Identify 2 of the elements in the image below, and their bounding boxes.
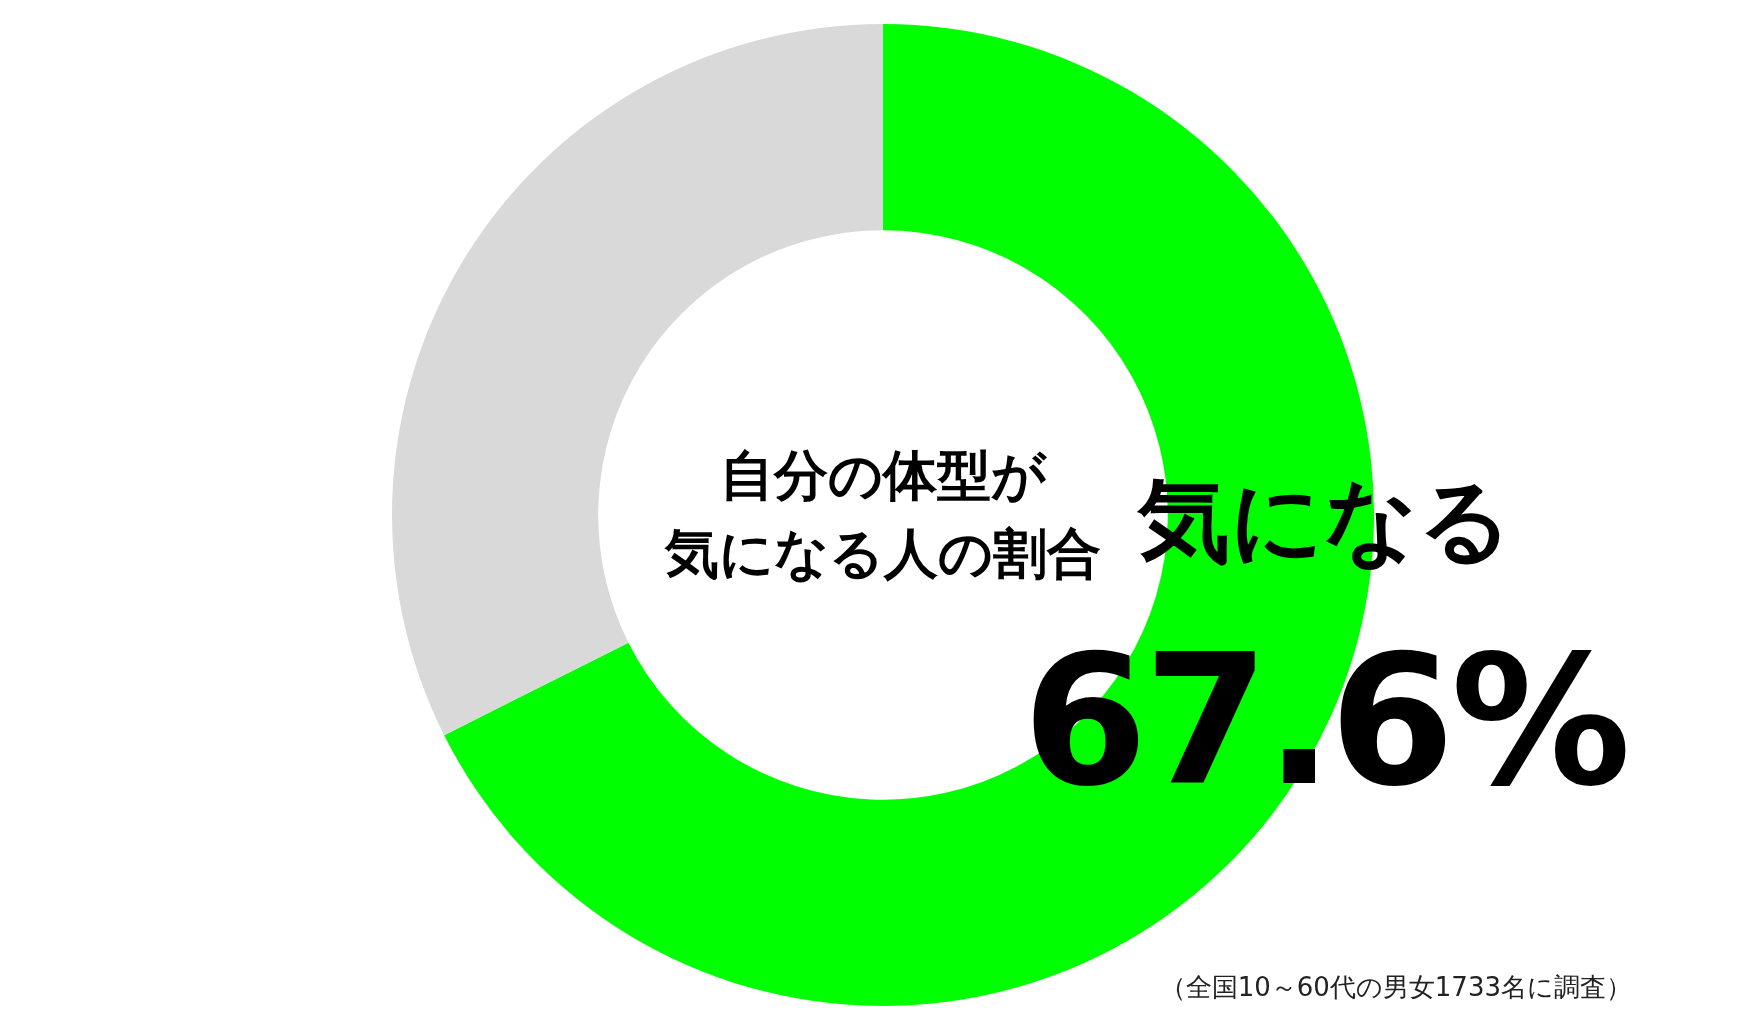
text: 自分の体型が気になる人の割合	[663, 442, 1102, 587]
text: （全国10～60代の男女1733名に調査）	[1159, 971, 1632, 1004]
